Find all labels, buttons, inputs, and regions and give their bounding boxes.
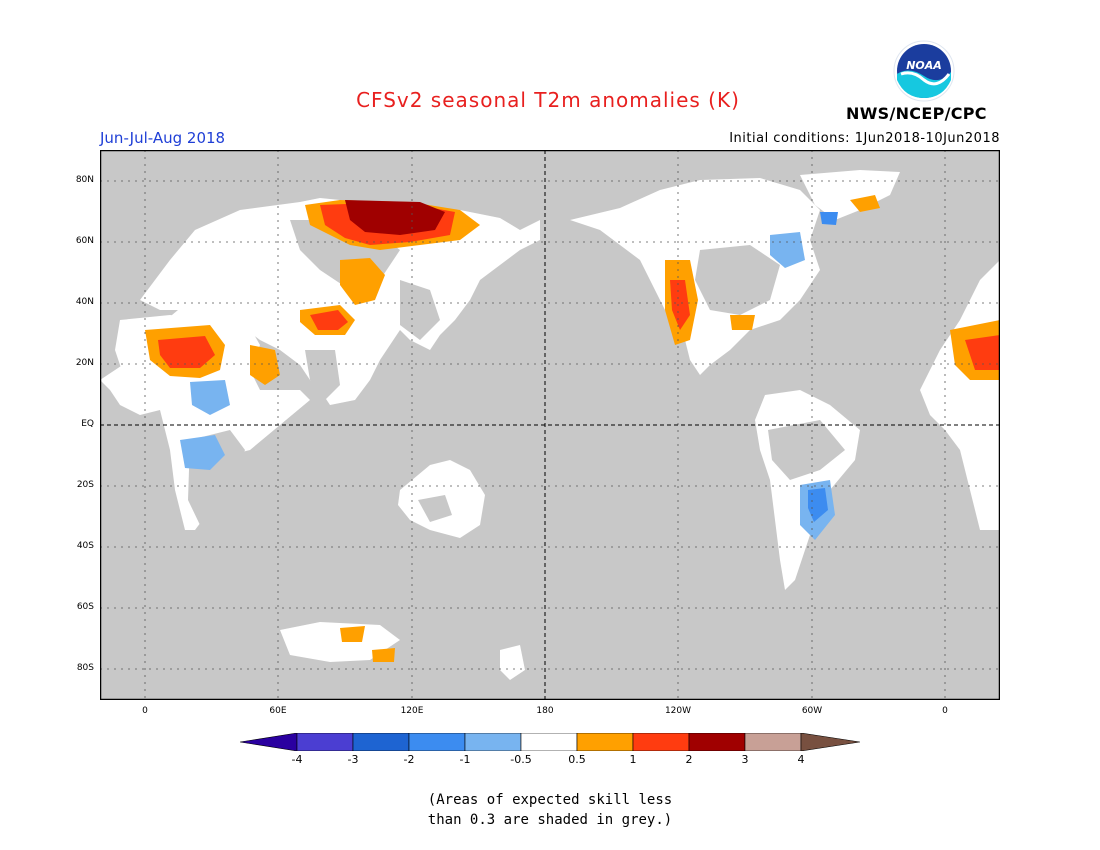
australia-grey	[418, 495, 452, 522]
noaa-logo: NOAA	[893, 40, 955, 102]
colorbar-label-05: 0.5	[568, 753, 586, 766]
lat-label-40s: 40S	[76, 541, 94, 551]
antarctica-warm	[340, 626, 365, 642]
map-title: CFSv2 seasonal T2m anomalies (K)	[356, 88, 740, 112]
antarctica-warm-2	[372, 648, 395, 662]
lon-label-60w: 60W	[801, 706, 823, 716]
lon-label-60e: 60E	[269, 706, 287, 716]
lat-label-eq: EQ	[81, 419, 94, 429]
lon-label-120w: 120W	[664, 706, 692, 716]
season-label: Jun-Jul-Aug 2018	[100, 129, 226, 147]
lon-label-180: 180	[536, 706, 554, 716]
map-frame	[100, 150, 1000, 700]
west-africa-cool	[190, 380, 230, 415]
sahara-warm-1-2	[158, 336, 215, 368]
lat-label-60n: 60N	[75, 236, 94, 246]
greenland-warm	[850, 195, 880, 212]
lat-label-80s: 80S	[76, 663, 94, 673]
us-west-warm-1-2	[670, 280, 690, 330]
asia-grey-2	[400, 280, 440, 340]
hudson-cool	[820, 212, 838, 225]
greenland-landmass	[800, 170, 900, 220]
lat-label-20n: 20N	[75, 358, 94, 368]
colorbar	[240, 733, 860, 751]
colorbar-label-neg05: -0.5	[510, 753, 532, 766]
colorbar-label-neg4: -4	[291, 753, 303, 766]
agency-label: NWS/NCEP/CPC	[846, 104, 987, 123]
south-america-grey	[768, 420, 845, 480]
lon-label-0-right: 0	[942, 706, 948, 716]
colorbar-bin-3-4	[744, 733, 802, 751]
colorbar-bin-neg05-05	[520, 733, 578, 751]
us-south-warm	[730, 315, 755, 330]
tibet-warm-1-2	[310, 310, 348, 330]
north-america-grey	[695, 245, 780, 315]
colorbar-bin-1-2	[632, 733, 690, 751]
initial-conditions-label: Initial conditions: 1Jun2018-10Jun2018	[729, 131, 1000, 146]
lon-label-0: 0	[142, 706, 148, 716]
skill-note-line1: (Areas of expected skill less	[427, 792, 673, 808]
colorbar-label-1: 1	[629, 753, 637, 766]
colorbar-label-neg3: -3	[347, 753, 359, 766]
colorbar-label-neg2: -2	[403, 753, 415, 766]
colorbar-bin-neg3-neg2	[352, 733, 410, 751]
noaa-logo-text: NOAA	[906, 59, 942, 72]
colorbar-bin-neg1-neg05	[464, 733, 522, 751]
skill-note-line2: than 0.3 are shaded in grey.)	[427, 812, 673, 828]
colorbar-bin-neg2-neg1	[408, 733, 466, 751]
canada-cool	[770, 232, 805, 268]
antarctica-east-fragment	[500, 645, 525, 680]
siberia-warm-2-3	[345, 200, 445, 235]
india-grey	[305, 350, 340, 400]
colorbar-bin-05-1	[576, 733, 634, 751]
colorbar-bin-2-3	[688, 733, 746, 751]
colorbar-label-4: 4	[797, 753, 805, 766]
lon-label-120e: 120E	[400, 706, 424, 716]
central-asia-warm	[340, 258, 385, 305]
lat-label-60s: 60S	[76, 602, 94, 612]
colorbar-arrow-right	[800, 733, 860, 751]
lat-label-80n: 80N	[75, 175, 94, 185]
central-africa-cool	[180, 435, 225, 470]
equator-dateline	[100, 150, 1000, 700]
antarctica-landmass	[280, 622, 400, 662]
arabia-warm	[250, 345, 280, 385]
colorbar-arrow-left	[240, 733, 298, 751]
eurasia-landmass	[140, 198, 540, 405]
colorbar-label-3: 3	[741, 753, 749, 766]
lat-label-40n: 40N	[75, 297, 94, 307]
colorbar-label-2: 2	[685, 753, 693, 766]
anomaly-map	[100, 150, 1000, 700]
colorbar-label-neg1: -1	[459, 753, 471, 766]
south-america-cool-1-2	[808, 488, 828, 522]
colorbar-bin-neg4-neg3	[296, 733, 354, 751]
north-america-landmass	[570, 178, 820, 375]
sahara-wrap-warm-1-2	[965, 335, 1000, 370]
lat-label-20s: 20S	[76, 480, 94, 490]
